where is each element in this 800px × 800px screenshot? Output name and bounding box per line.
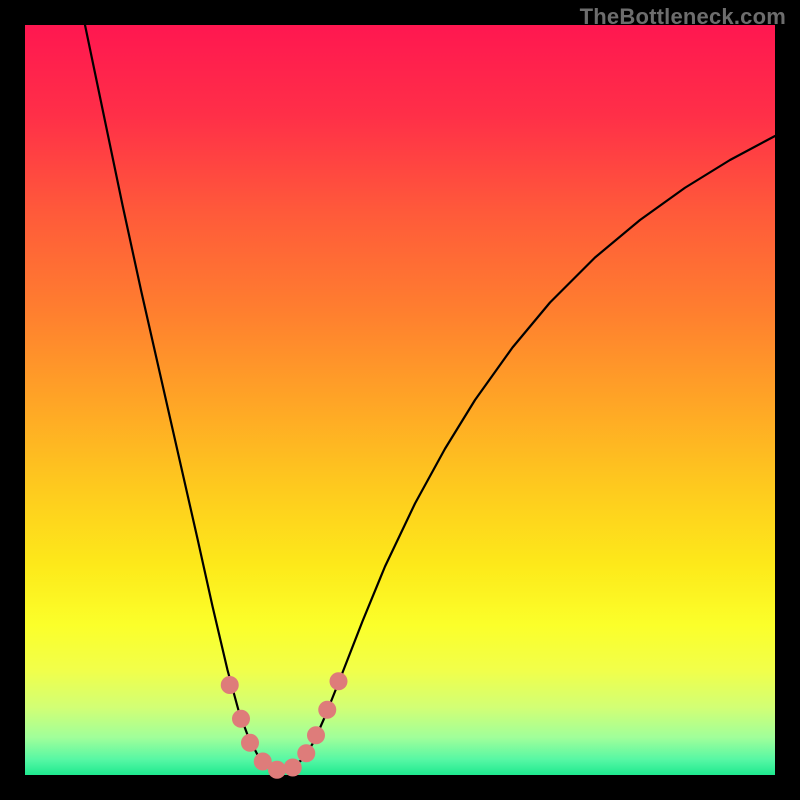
curve-marker xyxy=(330,672,348,690)
curve-marker xyxy=(318,701,336,719)
bottleneck-curve-chart xyxy=(0,0,800,800)
curve-marker xyxy=(221,676,239,694)
curve-marker xyxy=(241,734,259,752)
curve-marker xyxy=(232,710,250,728)
chart-container: TheBottleneck.com xyxy=(0,0,800,800)
curve-marker xyxy=(268,761,286,779)
curve-marker xyxy=(307,726,325,744)
plot-background xyxy=(25,25,775,775)
curve-marker xyxy=(284,759,302,777)
watermark-text: TheBottleneck.com xyxy=(580,4,786,30)
curve-marker xyxy=(297,744,315,762)
